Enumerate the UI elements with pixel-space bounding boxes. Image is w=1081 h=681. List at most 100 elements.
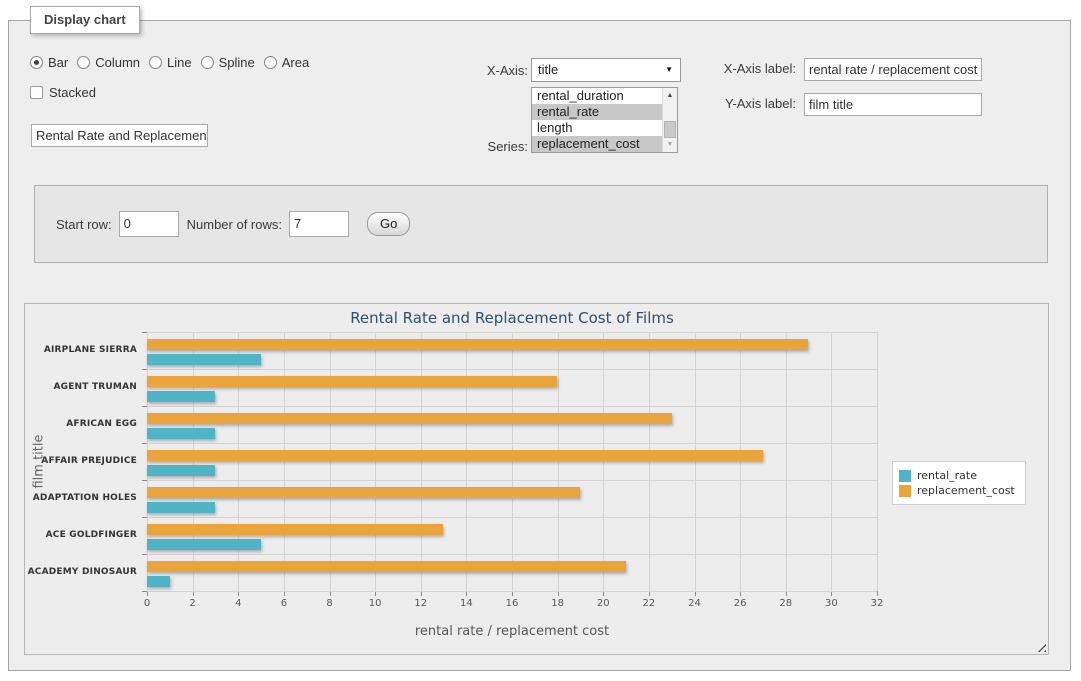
start-row-input[interactable]: 0 — [119, 211, 179, 237]
chart-type-option-area[interactable]: Area — [264, 55, 309, 70]
category-label: ACE GOLDFINGER — [25, 530, 137, 540]
x-tick-label: 32 — [857, 598, 897, 609]
stacked-checkbox[interactable] — [30, 86, 43, 99]
gridline-vertical — [147, 332, 148, 591]
fieldset-legend: Display chart — [30, 6, 140, 34]
listbox-scrollbar[interactable]: ▲ ▼ — [662, 88, 677, 152]
stacked-row: Stacked — [30, 85, 96, 100]
gridline-vertical — [877, 332, 878, 591]
bar-replacement_cost — [147, 413, 672, 424]
x-tick-label: 10 — [355, 598, 395, 609]
y-tick-mark — [142, 591, 147, 592]
num-rows-input[interactable]: 7 — [289, 211, 349, 237]
radio-icon-line[interactable] — [149, 56, 162, 69]
gridline-vertical — [512, 332, 513, 591]
x-tick-label: 4 — [218, 598, 258, 609]
x-axis-select-label: X-Axis: — [430, 63, 528, 78]
gridline-horizontal — [147, 517, 877, 518]
bar-rental_rate — [147, 428, 215, 439]
bar-replacement_cost — [147, 376, 557, 387]
y-axis-label-caption: Y-Axis label: — [700, 96, 796, 111]
gridline-horizontal — [147, 591, 877, 592]
chart-type-label: Area — [282, 55, 309, 70]
series-option[interactable]: rental_duration — [532, 88, 662, 104]
gridline-horizontal — [147, 406, 877, 407]
x-tick-label: 8 — [310, 598, 350, 609]
gridline-vertical — [740, 332, 741, 591]
gridline-vertical — [193, 332, 194, 591]
x-axis-select[interactable]: title ▼ — [531, 58, 681, 82]
x-tick-label: 6 — [264, 598, 304, 609]
legend-item-replacement_cost[interactable]: replacement_cost — [899, 484, 1015, 497]
scroll-down-icon[interactable]: ▼ — [663, 137, 677, 152]
bar-rental_rate — [147, 354, 261, 365]
chart-title-input[interactable]: Rental Rate and Replacement Cost of Film… — [31, 124, 208, 147]
gridline-horizontal — [147, 332, 877, 333]
radio-icon-bar[interactable] — [30, 56, 43, 69]
resize-handle-icon[interactable] — [1035, 641, 1046, 652]
chart-type-label: Bar — [48, 55, 68, 70]
gridline-vertical — [649, 332, 650, 591]
chart-type-radio-group: Bar Column Line Spline Area — [30, 55, 318, 70]
chart-type-option-line[interactable]: Line — [149, 55, 192, 70]
radio-icon-area[interactable] — [264, 56, 277, 69]
x-axis-label-input[interactable]: rental rate / replacement cost — [804, 58, 982, 81]
start-row-label: Start row: — [56, 217, 112, 232]
x-tick-label: 28 — [766, 598, 806, 609]
gridline-vertical — [421, 332, 422, 591]
gridline-horizontal — [147, 554, 877, 555]
bar-replacement_cost — [147, 524, 443, 535]
gridline-vertical — [238, 332, 239, 591]
y-tick-mark — [142, 554, 147, 555]
y-tick-mark — [142, 369, 147, 370]
y-axis-title: film title — [32, 401, 47, 521]
bar-rental_rate — [147, 539, 261, 550]
bar-rental_rate — [147, 502, 215, 513]
x-axis-label-caption: X-Axis label: — [700, 61, 796, 76]
legend-item-rental_rate[interactable]: rental_rate — [899, 469, 1015, 482]
chart-type-label: Column — [95, 55, 140, 70]
x-tick-label: 24 — [675, 598, 715, 609]
chart-type-option-spline[interactable]: Spline — [201, 55, 255, 70]
gridline-vertical — [831, 332, 832, 591]
category-label: AIRPLANE SIERRA — [25, 345, 137, 355]
series-option[interactable]: rental_rate — [532, 104, 662, 120]
num-rows-label: Number of rows: — [187, 217, 282, 232]
stacked-label: Stacked — [49, 85, 96, 100]
bar-replacement_cost — [147, 561, 626, 572]
bar-rental_rate — [147, 465, 215, 476]
rows-fieldset: Start row: 0 Number of rows: 7 Go — [34, 185, 1048, 263]
radio-icon-column[interactable] — [77, 56, 90, 69]
gridline-vertical — [786, 332, 787, 591]
chart-type-label: Line — [167, 55, 192, 70]
scrollbar-thumb[interactable] — [664, 121, 676, 138]
go-button[interactable]: Go — [367, 212, 410, 236]
series-select-label: Series: — [430, 139, 528, 154]
category-label: AGENT TRUMAN — [25, 382, 137, 392]
y-axis-label-input[interactable]: film title — [804, 93, 982, 116]
x-tick-label: 26 — [720, 598, 760, 609]
bar-replacement_cost — [147, 339, 808, 350]
gridline-horizontal — [147, 443, 877, 444]
series-option[interactable]: length — [532, 120, 662, 136]
radio-icon-spline[interactable] — [201, 56, 214, 69]
x-tick-label: 14 — [446, 598, 486, 609]
x-axis-selected-value: title — [538, 62, 558, 77]
chart-type-label: Spline — [219, 55, 255, 70]
legend-swatch-icon — [899, 485, 911, 497]
chart-type-option-column[interactable]: Column — [77, 55, 140, 70]
gridline-vertical — [375, 332, 376, 591]
legend-label: rental_rate — [917, 469, 977, 482]
page: Display chart Bar Column Line Spline Area St… — [0, 0, 1081, 681]
series-listbox[interactable]: rental_durationrental_ratelengthreplacem… — [531, 87, 678, 153]
scroll-up-icon[interactable]: ▲ — [663, 88, 677, 103]
bar-rental_rate — [147, 576, 170, 587]
chart-type-option-bar[interactable]: Bar — [30, 55, 68, 70]
chart-main-title: Rental Rate and Replacement Cost of Film… — [147, 309, 877, 327]
gridline-horizontal — [147, 369, 877, 370]
gridline-vertical — [695, 332, 696, 591]
x-tick-label: 12 — [401, 598, 441, 609]
series-option[interactable]: replacement_cost — [532, 136, 662, 152]
y-tick-mark — [142, 406, 147, 407]
gridline-horizontal — [147, 480, 877, 481]
